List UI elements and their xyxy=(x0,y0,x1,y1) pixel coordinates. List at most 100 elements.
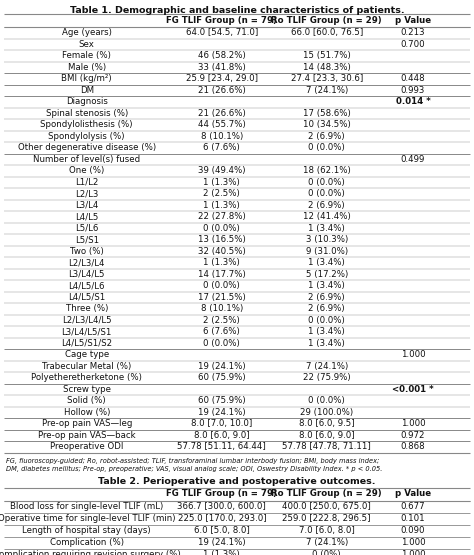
Text: 225.0 [170.0, 293.0]: 225.0 [170.0, 293.0] xyxy=(178,514,266,523)
Text: 5 (17.2%): 5 (17.2%) xyxy=(306,270,348,279)
Text: 25.9 [23.4, 29.0]: 25.9 [23.4, 29.0] xyxy=(186,74,258,83)
Text: 0.972: 0.972 xyxy=(401,431,425,440)
Text: Solid (%): Solid (%) xyxy=(67,396,106,405)
Text: 2 (2.5%): 2 (2.5%) xyxy=(203,316,240,325)
Text: Polyetheretherketone (%): Polyetheretherketone (%) xyxy=(31,374,142,382)
Text: DM, diabetes mellitus; Pre-op, preoperative; VAS, visual analog scale; ODI, Oswe: DM, diabetes mellitus; Pre-op, preoperat… xyxy=(6,466,383,472)
Text: 1 (3.4%): 1 (3.4%) xyxy=(308,258,345,268)
Text: L4/L5/S1/S2: L4/L5/S1/S2 xyxy=(61,339,112,348)
Text: 1.000: 1.000 xyxy=(401,419,425,428)
Text: 21 (26.6%): 21 (26.6%) xyxy=(198,109,246,118)
Text: 2 (6.9%): 2 (6.9%) xyxy=(309,132,345,141)
Text: 1 (3.4%): 1 (3.4%) xyxy=(308,339,345,348)
Text: p Value: p Value xyxy=(395,490,431,498)
Text: Pre-op pain VAS—leg: Pre-op pain VAS—leg xyxy=(42,419,132,428)
Text: 19 (24.1%): 19 (24.1%) xyxy=(198,538,246,547)
Text: 0.014 *: 0.014 * xyxy=(395,97,430,106)
Text: L1/L2: L1/L2 xyxy=(75,178,99,186)
Text: 8.0 [6.0, 9.0]: 8.0 [6.0, 9.0] xyxy=(194,431,250,440)
Text: 6.0 [5.0, 8.0]: 6.0 [5.0, 8.0] xyxy=(194,526,250,535)
Text: 1 (1.3%): 1 (1.3%) xyxy=(203,258,240,268)
Text: Female (%): Female (%) xyxy=(62,51,111,60)
Text: 6 (7.6%): 6 (7.6%) xyxy=(203,143,240,152)
Text: Table 1. Demographic and baseline characteristics of patients.: Table 1. Demographic and baseline charac… xyxy=(70,6,404,15)
Text: 32 (40.5%): 32 (40.5%) xyxy=(198,247,246,256)
Text: Pre-op pain VAS—back: Pre-op pain VAS—back xyxy=(38,431,136,440)
Text: Two (%): Two (%) xyxy=(70,247,104,256)
Text: Cage type: Cage type xyxy=(64,350,109,359)
Text: 66.0 [60.0, 76.5]: 66.0 [60.0, 76.5] xyxy=(291,28,363,37)
Text: Preoperative ODI: Preoperative ODI xyxy=(50,442,123,451)
Text: 0 (0.0%): 0 (0.0%) xyxy=(308,189,345,198)
Text: 1 (1.3%): 1 (1.3%) xyxy=(203,550,240,555)
Text: 259.0 [222.8, 296.5]: 259.0 [222.8, 296.5] xyxy=(283,514,371,523)
Text: 1.000: 1.000 xyxy=(401,550,425,555)
Text: 60 (75.9%): 60 (75.9%) xyxy=(198,396,246,405)
Text: L5/L6: L5/L6 xyxy=(75,224,99,233)
Text: 21 (26.6%): 21 (26.6%) xyxy=(198,86,246,95)
Text: 0 (0.0%): 0 (0.0%) xyxy=(308,396,345,405)
Text: BMI (kg/m²): BMI (kg/m²) xyxy=(62,74,112,83)
Text: 400.0 [250.0, 675.0]: 400.0 [250.0, 675.0] xyxy=(283,502,371,511)
Text: Sex: Sex xyxy=(79,40,95,49)
Text: Spinal stenosis (%): Spinal stenosis (%) xyxy=(46,109,128,118)
Text: 57.78 [47.78, 71.11]: 57.78 [47.78, 71.11] xyxy=(283,442,371,451)
Text: 18 (62.1%): 18 (62.1%) xyxy=(303,166,351,175)
Text: L2/L3/L4/L5: L2/L3/L4/L5 xyxy=(62,316,111,325)
Text: Three (%): Three (%) xyxy=(65,304,108,313)
Text: 0.448: 0.448 xyxy=(401,74,425,83)
Text: One (%): One (%) xyxy=(69,166,104,175)
Text: 19 (24.1%): 19 (24.1%) xyxy=(198,408,246,417)
Text: Number of level(s) fused: Number of level(s) fused xyxy=(33,155,140,164)
Text: L2/L3: L2/L3 xyxy=(75,189,99,198)
Text: Operative time for single-level TLIF (min): Operative time for single-level TLIF (mi… xyxy=(0,514,175,523)
Text: 0 (0.0%): 0 (0.0%) xyxy=(203,281,240,290)
Text: 14 (17.7%): 14 (17.7%) xyxy=(198,270,246,279)
Text: 0 (0.0%): 0 (0.0%) xyxy=(308,178,345,186)
Text: 0.499: 0.499 xyxy=(401,155,425,164)
Text: 0.993: 0.993 xyxy=(401,86,425,95)
Text: 12 (41.4%): 12 (41.4%) xyxy=(303,212,351,221)
Text: 366.7 [300.0, 600.0]: 366.7 [300.0, 600.0] xyxy=(177,502,266,511)
Text: 1 (1.3%): 1 (1.3%) xyxy=(203,178,240,186)
Text: 57.78 [51.11, 64.44]: 57.78 [51.11, 64.44] xyxy=(177,442,266,451)
Text: 0.213: 0.213 xyxy=(401,28,425,37)
Text: 64.0 [54.5, 71.0]: 64.0 [54.5, 71.0] xyxy=(186,28,258,37)
Text: Table 2. Perioperative and postoperative outcomes.: Table 2. Perioperative and postoperative… xyxy=(98,477,376,487)
Text: L2/L3/L4: L2/L3/L4 xyxy=(68,258,105,268)
Text: 2 (6.9%): 2 (6.9%) xyxy=(309,201,345,210)
Text: <0.001 *: <0.001 * xyxy=(392,385,434,393)
Text: 22 (75.9%): 22 (75.9%) xyxy=(303,374,350,382)
Text: 0.090: 0.090 xyxy=(401,526,425,535)
Text: p Value: p Value xyxy=(395,16,431,25)
Text: 2 (2.5%): 2 (2.5%) xyxy=(203,189,240,198)
Text: Diagnosis: Diagnosis xyxy=(66,97,108,106)
Text: L5/S1: L5/S1 xyxy=(74,235,99,244)
Text: L3/L4/L5/S1: L3/L4/L5/S1 xyxy=(62,327,112,336)
Text: L4/L5/L6: L4/L5/L6 xyxy=(68,281,105,290)
Text: 0.677: 0.677 xyxy=(401,502,425,511)
Text: Blood loss for single-level TLIF (mL): Blood loss for single-level TLIF (mL) xyxy=(10,502,164,511)
Text: Hollow (%): Hollow (%) xyxy=(64,408,110,417)
Text: Length of hospital stay (days): Length of hospital stay (days) xyxy=(22,526,151,535)
Text: 2 (6.9%): 2 (6.9%) xyxy=(309,304,345,313)
Text: L3/L4/L5: L3/L4/L5 xyxy=(68,270,105,279)
Text: FG, fluoroscopy-guided; Ro, robot-assisted; TLIF, transforaminal lumbar interbod: FG, fluoroscopy-guided; Ro, robot-assist… xyxy=(6,457,379,463)
Text: 1 (3.4%): 1 (3.4%) xyxy=(308,327,345,336)
Text: 19 (24.1%): 19 (24.1%) xyxy=(198,362,246,371)
Text: L4/L5: L4/L5 xyxy=(75,212,99,221)
Text: 0.700: 0.700 xyxy=(401,40,425,49)
Text: Spondylolisthesis (%): Spondylolisthesis (%) xyxy=(40,120,133,129)
Text: 17 (21.5%): 17 (21.5%) xyxy=(198,292,246,302)
Text: 13 (16.5%): 13 (16.5%) xyxy=(198,235,246,244)
Text: 29 (100.0%): 29 (100.0%) xyxy=(300,408,353,417)
Text: DM: DM xyxy=(80,86,94,95)
Text: 15 (51.7%): 15 (51.7%) xyxy=(303,51,351,60)
Text: 0 (0.0%): 0 (0.0%) xyxy=(308,316,345,325)
Text: Male (%): Male (%) xyxy=(68,63,106,72)
Text: 0 (0.0%): 0 (0.0%) xyxy=(308,143,345,152)
Text: L3/L4: L3/L4 xyxy=(75,201,99,210)
Text: 7 (24.1%): 7 (24.1%) xyxy=(306,362,348,371)
Text: 1.000: 1.000 xyxy=(401,350,425,359)
Text: 8.0 [6.0, 9.0]: 8.0 [6.0, 9.0] xyxy=(299,431,355,440)
